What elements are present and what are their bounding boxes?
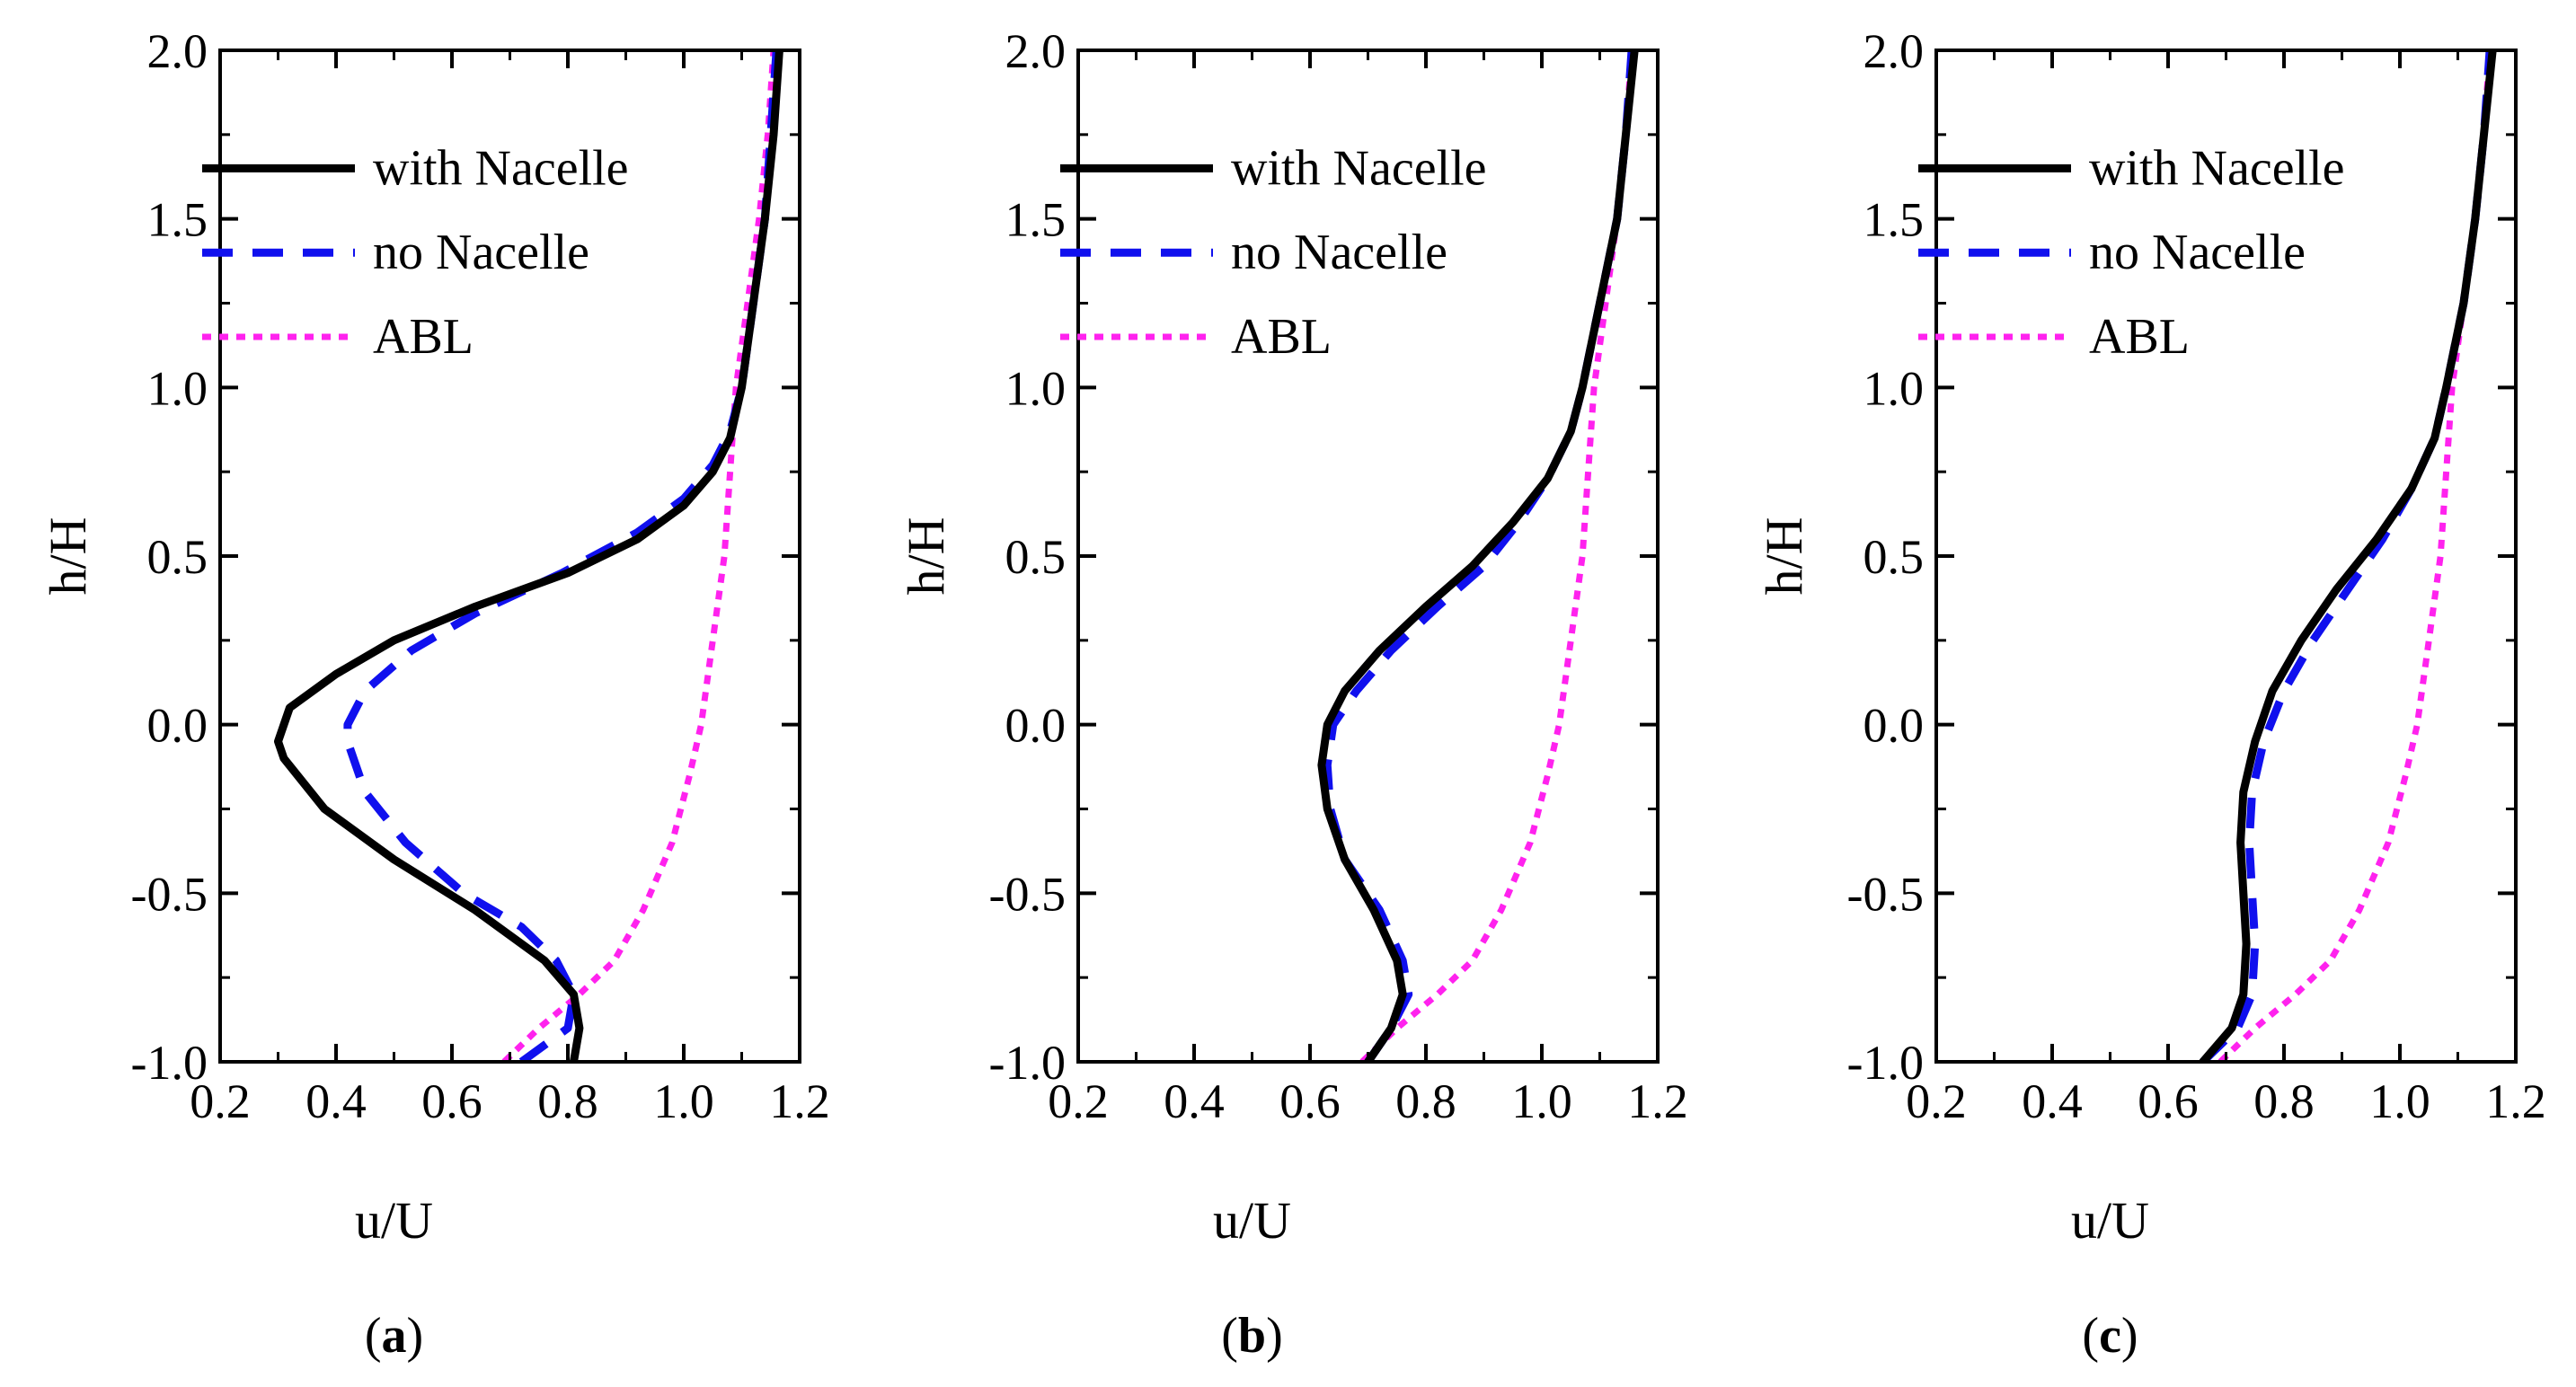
series-group <box>2199 50 2497 1062</box>
series-line-abl <box>501 50 777 1062</box>
y-tick-label: -0.5 <box>989 867 1066 921</box>
y-tick-label: 1.5 <box>1863 193 1925 247</box>
y-tick-label: 2.0 <box>1005 24 1067 78</box>
panel-label: (c) <box>2082 1308 2138 1364</box>
legend-label: ABL <box>1231 309 1332 365</box>
panel-label-close: ) <box>2121 1308 2138 1364</box>
legend-label: with Nacelle <box>2089 140 2345 196</box>
legend-label: with Nacelle <box>373 140 629 196</box>
x-axis-title: u/U <box>2071 1191 2149 1250</box>
legend-label: no Nacelle <box>2089 225 2306 280</box>
plot-frame <box>1076 49 1660 1064</box>
y-tick-label: 1.0 <box>147 361 208 415</box>
panel-label-letter: c <box>2099 1308 2121 1364</box>
panel-label-open: ( <box>2082 1308 2099 1364</box>
y-tick-label: -0.5 <box>1847 867 1924 921</box>
y-axis-title: h/H <box>897 517 955 596</box>
y-tick-label: 0.5 <box>1005 530 1067 584</box>
legend-label: ABL <box>373 309 474 365</box>
y-tick-label: -0.5 <box>131 867 208 921</box>
y-tick-label: 1.0 <box>1005 361 1067 415</box>
x-tick-label: 1.2 <box>2485 1074 2546 1128</box>
y-axis-title: h/H <box>39 517 97 596</box>
x-tick-label: 0.6 <box>1279 1074 1341 1128</box>
chart-panel-a: 0.2 0.4 0.6 0.8 1.0 1.2 2.0 1.5 1.0 0.5 0.0 -0.5 -1.… <box>39 24 830 1364</box>
x-tick-label: 0.6 <box>421 1074 482 1128</box>
y-tick-label: 1.5 <box>1005 193 1067 247</box>
x-tick-label: 1.0 <box>1511 1074 1572 1128</box>
legend-label: no Nacelle <box>1231 225 1447 280</box>
y-tick-label: 1.5 <box>147 193 208 247</box>
panel-label: (b) <box>1221 1308 1282 1364</box>
series-line-with-nacelle <box>1317 50 1639 1062</box>
plot-frame <box>1934 49 2518 1064</box>
y-tick-label: 2.0 <box>147 24 208 78</box>
x-tick-label: 1.0 <box>653 1074 714 1128</box>
series-line-with-nacelle <box>274 50 783 1062</box>
chart-panel-c: 0.2 0.4 0.6 0.8 1.0 1.2 2.0 1.5 1.0 0.5 0.0 -0.5 -1.… <box>1755 24 2546 1364</box>
y-tick-label: 1.0 <box>1863 361 1925 415</box>
chart-panel-b: 0.2 0.4 0.6 0.8 1.0 1.2 2.0 1.5 1.0 0.5 0.0 -0.5 -1.… <box>897 24 1688 1364</box>
panel-label-close: ) <box>1266 1308 1283 1364</box>
y-tick-label: -1.0 <box>1847 1036 1924 1090</box>
x-tick-label: 1.2 <box>769 1074 830 1128</box>
x-tick-label: 0.8 <box>1395 1074 1456 1128</box>
y-tick-label: 0.5 <box>147 530 208 584</box>
legend-label: with Nacelle <box>1231 140 1487 196</box>
x-tick-label: 1.0 <box>2369 1074 2430 1128</box>
x-tick-label: 0.8 <box>537 1074 598 1128</box>
y-tick-label: -1.0 <box>131 1036 208 1090</box>
x-axis-title: u/U <box>355 1191 433 1250</box>
x-tick-label: 1.2 <box>1627 1074 1688 1128</box>
y-tick-label: 0.0 <box>147 699 208 753</box>
series-line-with-nacelle <box>2199 50 2497 1062</box>
legend-label: no Nacelle <box>373 225 589 280</box>
x-tick-label: 0.2 <box>1906 1074 1967 1128</box>
series-line-no-nacelle <box>1323 50 1636 1062</box>
plot-frame <box>218 49 801 1064</box>
series-group <box>1317 50 1639 1062</box>
x-tick-label: 0.8 <box>2253 1074 2315 1128</box>
x-tick-label: 0.2 <box>1048 1074 1109 1128</box>
series-line-abl <box>2217 50 2493 1062</box>
panel-label: (a) <box>365 1308 423 1364</box>
x-tick-label: 0.4 <box>1164 1074 1225 1128</box>
x-tick-label: 0.6 <box>2138 1074 2199 1128</box>
legend-label: ABL <box>2089 309 2190 365</box>
series-group <box>274 50 783 1062</box>
y-tick-label: 0.0 <box>1863 699 1925 753</box>
series-line-no-nacelle <box>343 50 781 1062</box>
y-tick-label: 2.0 <box>1863 24 1925 78</box>
panel-label-open: ( <box>1221 1308 1238 1364</box>
panel-label-open: ( <box>365 1308 382 1364</box>
series-line-abl <box>1359 50 1635 1062</box>
y-tick-label: 0.5 <box>1863 530 1925 584</box>
y-axis-title: h/H <box>1755 517 1813 596</box>
panel-label-letter: b <box>1238 1308 1266 1364</box>
y-tick-label: 0.0 <box>1005 699 1067 753</box>
x-tick-label: 0.4 <box>305 1074 367 1128</box>
x-axis-title: u/U <box>1213 1191 1291 1250</box>
y-tick-label: -1.0 <box>989 1036 1066 1090</box>
x-tick-label: 0.2 <box>190 1074 251 1128</box>
panel-label-close: ) <box>407 1308 424 1364</box>
x-tick-label: 0.4 <box>2022 1074 2083 1128</box>
panel-label-letter: a <box>382 1308 407 1364</box>
